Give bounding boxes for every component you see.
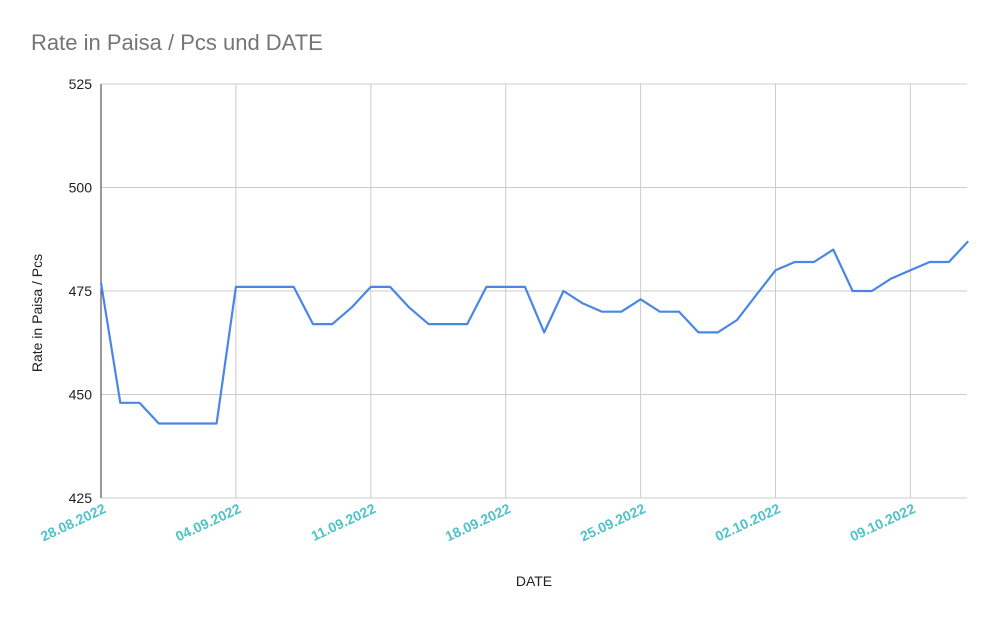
x-tick-label: 04.09.2022 [173, 500, 243, 544]
x-tick-label: 25.09.2022 [578, 500, 648, 544]
series-layer [99, 240, 970, 425]
chart-title: Rate in Paisa / Pcs und DATE [31, 30, 323, 55]
y-tick-label: 425 [69, 490, 93, 506]
y-tick-labels: 525 500 475 450 425 [69, 76, 93, 506]
y-axis-label: Rate in Paisa / Pcs [29, 254, 45, 372]
x-tick-label: 11.09.2022 [309, 500, 379, 544]
x-tick-labels: 28.08.2022 04.09.2022 11.09.2022 18.09.2022… [38, 500, 918, 544]
y-tick-label: 500 [69, 180, 93, 196]
x-tick-label: 02.10.2022 [712, 500, 782, 544]
y-tick-label: 475 [69, 283, 93, 299]
x-axis-label: DATE [516, 573, 552, 589]
x-tick-label: 09.10.2022 [847, 500, 917, 544]
y-tick-label: 525 [69, 76, 93, 92]
grid-lines [100, 83, 967, 499]
series-line [99, 240, 970, 425]
y-tick-label: 450 [69, 387, 93, 403]
x-tick-label: 28.08.2022 [38, 500, 108, 544]
x-tick-label: 18.09.2022 [443, 500, 513, 544]
